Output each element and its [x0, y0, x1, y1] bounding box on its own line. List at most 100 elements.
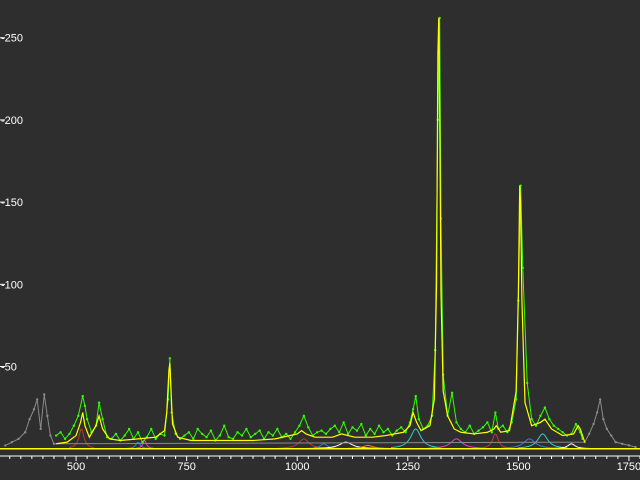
series-data-point [154, 437, 157, 441]
series-data-point [501, 424, 505, 427]
series-data-point [552, 424, 555, 427]
fit-component-7 [390, 428, 441, 449]
fit-component-3 [279, 438, 329, 449]
series-excluded-data-point [17, 437, 20, 441]
series-excluded-data-point [602, 417, 605, 421]
series-data-point [561, 431, 564, 434]
series-data-point [548, 417, 551, 421]
y-tick-label: -250 [1, 33, 23, 45]
y-tick-label: -200 [1, 115, 23, 127]
series-data-point [218, 434, 222, 437]
series-data-point [293, 431, 297, 434]
series-data-point [404, 431, 407, 434]
series-data-point [481, 426, 485, 429]
series-data-point [249, 436, 252, 439]
series-data-point [240, 434, 244, 437]
series-data-point [196, 427, 199, 431]
series-data-point [141, 440, 144, 444]
x-tick-label: 1750 [617, 461, 640, 473]
y-tick-label: -100 [1, 279, 23, 291]
series-data-point [333, 424, 337, 427]
series-data-point [364, 434, 367, 437]
series-data-point [54, 434, 58, 437]
series-data-point [556, 427, 560, 431]
y-axis: -250 -200 -150 -100 -50 [0, 33, 23, 374]
series-data-point [168, 357, 172, 360]
series-data-point [85, 417, 89, 421]
series-data-point [395, 429, 398, 432]
series-data-point [59, 431, 62, 434]
series-data-point [360, 422, 363, 426]
series-data-point [459, 427, 463, 431]
series-excluded-data-point [595, 411, 599, 414]
series-data-point [192, 437, 195, 441]
series-excluded-data-point [46, 414, 49, 418]
series-layer [4, 16, 637, 449]
series-data-point [136, 431, 140, 434]
fit-component-2 [135, 439, 154, 449]
series-data-point [83, 404, 87, 408]
series-excluded-data-point [28, 417, 31, 421]
series-data-point [81, 394, 84, 398]
series-data-point [231, 437, 235, 441]
series-data-point [377, 424, 381, 427]
series-data-point [351, 426, 354, 429]
series-excluded-data-point [24, 431, 27, 434]
fit-component-0 [68, 428, 94, 449]
series-data-point [521, 266, 524, 270]
series-data-point [382, 431, 385, 434]
fit-component-8 [428, 438, 485, 449]
series-data-point [315, 431, 319, 434]
series-data-point [72, 424, 76, 427]
series-data-point [302, 414, 306, 418]
series-excluded-data-point [610, 434, 613, 437]
fit-component-10 [501, 438, 558, 449]
fit-component-1 [127, 441, 149, 449]
fit-components [68, 428, 590, 450]
series-data-point [271, 434, 275, 437]
series-data-point [494, 411, 497, 414]
series-data-point [414, 394, 417, 398]
series-data-point [574, 422, 578, 426]
series-excluded-data-point [39, 427, 42, 431]
series-data-point [200, 432, 204, 436]
series-data-point [63, 437, 67, 441]
series-data-point [373, 432, 376, 436]
series-data-point [399, 426, 403, 429]
x-tick-label: 1000 [285, 461, 309, 473]
series-data-point [355, 429, 359, 432]
series-data-point [417, 417, 421, 421]
series-data-point [539, 414, 542, 418]
x-tick-label: 1500 [506, 461, 530, 473]
series-data-point [369, 427, 372, 431]
series-excluded-data-point [614, 440, 617, 444]
series-data-point [298, 424, 301, 427]
series-data-point [324, 432, 328, 436]
series-data-point [209, 429, 213, 432]
series-data-point [183, 434, 186, 437]
series-data-point [526, 381, 529, 385]
series-data-point [163, 434, 166, 437]
y-tick-label: -50 [1, 362, 17, 374]
series-excluded-data-point [43, 393, 46, 396]
x-axis-ticks: 500 750 1000 1250 1500 1750 [9, 456, 640, 473]
series-data-point [450, 391, 454, 395]
series-data-point [284, 432, 288, 436]
series-data-point [514, 398, 518, 401]
series-data-point [187, 431, 191, 434]
series-data-point [320, 429, 323, 432]
series-excluded-data-point [598, 398, 602, 401]
series-data-point [490, 431, 494, 434]
series-data-point [329, 427, 332, 431]
series-data-point [477, 429, 480, 432]
x-tick-label: 500 [67, 461, 85, 473]
series-data-point [101, 417, 104, 421]
series-data-point [267, 431, 270, 434]
series-data-point [114, 432, 118, 436]
series-data-point [342, 421, 345, 424]
series-data-point [276, 427, 279, 431]
series-data-point [534, 424, 538, 427]
series-data-point [68, 432, 71, 436]
